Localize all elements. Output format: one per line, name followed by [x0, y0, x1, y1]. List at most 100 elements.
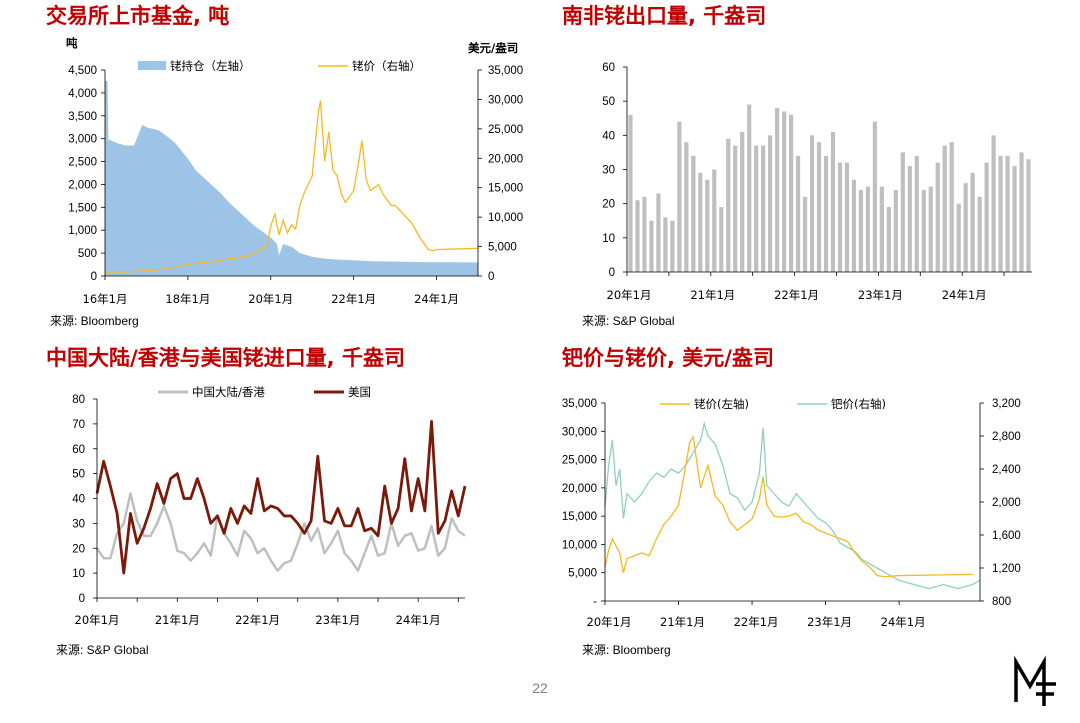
x-tick-label: 22年1月 [235, 613, 280, 627]
export-bar [628, 114, 633, 272]
legend-label-holdings: 铑持仓（左轴） [170, 59, 251, 73]
export-bar [635, 200, 640, 272]
x-tick-label: 22年1月 [331, 292, 376, 306]
y-tick-label: 50 [72, 469, 85, 481]
x-tick-label: 21年1月 [155, 613, 200, 627]
x-tick-label: 22年1月 [734, 615, 779, 629]
x-tick-label: 23年1月 [858, 288, 903, 302]
x-tick-label: 21年1月 [660, 615, 705, 629]
export-bar [642, 196, 647, 272]
x-tick-label: 24年1月 [942, 288, 987, 302]
x-tick-label: 16年1月 [83, 292, 128, 306]
y-tick-label: 60 [602, 62, 615, 74]
x-tick-label: 24年1月 [881, 615, 926, 629]
y-right-tick-label: 20,000 [488, 153, 523, 165]
y-tick-label: 10 [602, 233, 615, 245]
legend-label-price: 铑价（右轴） [352, 59, 421, 73]
y-left-tick-label: 5,000 [568, 568, 597, 580]
export-bar [823, 155, 829, 272]
y-left-tick-label: 500 [78, 248, 97, 260]
y-right-tick-label: 3,200 [992, 398, 1021, 410]
export-bar [984, 162, 989, 272]
export-bar [656, 193, 661, 272]
export-bar [991, 135, 996, 272]
legend-label-us: 美国 [348, 385, 371, 399]
y-right-tick-label: 1,600 [992, 530, 1021, 542]
y-left-tick-label: 3,500 [68, 111, 97, 123]
export-bar [886, 207, 891, 272]
export-bar [809, 135, 815, 272]
y-tick-label: 50 [602, 96, 615, 108]
y-right-tick-label: 800 [992, 596, 1011, 608]
export-bar [921, 190, 926, 272]
y-left-tick-label: 4,000 [68, 88, 97, 100]
export-bar [816, 142, 822, 272]
export-bar [956, 203, 961, 272]
export-bar [775, 108, 780, 272]
export-bar [768, 135, 773, 272]
y-tick-label: 20 [72, 543, 85, 555]
chart1-title: 交易所上市基金, 吨 [46, 4, 230, 28]
y-left-tick-label: 10,000 [562, 539, 597, 551]
y-tick-label: 30 [72, 518, 85, 530]
export-bar [830, 131, 836, 272]
x-tick-label: 22年1月 [774, 288, 819, 302]
export-bar [837, 162, 843, 272]
chart3-title: 中国大陆/香港与美国铑进口量, 千盎司 [46, 346, 405, 370]
y-tick-label: 40 [602, 130, 615, 142]
export-bar [1019, 152, 1024, 272]
chart4-title: 钯价与铑价, 美元/盎司 [562, 346, 774, 370]
pd-price-line [604, 421, 981, 590]
x-tick-label: 20年1月 [587, 615, 632, 629]
y-right-tick-label: 10,000 [488, 212, 523, 224]
export-bar [893, 190, 898, 272]
chart2-title: 南非铑出口量, 千盎司 [562, 4, 767, 28]
page-number: 22 [532, 680, 548, 696]
export-bar [670, 220, 675, 272]
y-tick-label: 0 [79, 593, 85, 605]
y-tick-label: 70 [72, 419, 85, 431]
y-left-tick-label: 15,000 [562, 511, 597, 523]
y-left-tick-label: 2,000 [68, 179, 97, 191]
chart2-source: 来源: S&P Global [582, 314, 675, 328]
y-right-tick-label: 2,400 [992, 464, 1021, 476]
y-left-tick-label: 3,000 [68, 134, 97, 146]
export-bar [698, 172, 703, 272]
export-bar [677, 121, 682, 273]
mf-logo-icon [1014, 655, 1056, 706]
export-bar [691, 155, 696, 272]
export-bar [789, 114, 794, 272]
export-bar [970, 172, 975, 272]
export-bar [907, 166, 912, 272]
y-left-tick-label: 1,500 [68, 202, 97, 214]
export-bar [872, 121, 877, 273]
export-bar [935, 162, 940, 272]
rh-price-line [604, 435, 973, 578]
legend-label-rh: 铑价(左轴) [694, 397, 749, 411]
x-tick-label: 20年1月 [248, 292, 293, 306]
export-bar [802, 196, 808, 272]
y-right-tick-label: 15,000 [488, 183, 523, 195]
export-bar [963, 183, 968, 272]
holdings-area [105, 80, 478, 276]
export-bar [795, 155, 801, 272]
export-bar [879, 186, 884, 272]
chart4-source: 来源: Bloomberg [582, 643, 671, 657]
export-bar [1026, 159, 1031, 272]
y-tick-label: 20 [602, 199, 615, 211]
y-right-unit: 美元/盎司 [468, 41, 518, 55]
x-tick-label: 23年1月 [807, 615, 852, 629]
export-bar [1012, 166, 1017, 272]
export-bar [649, 220, 654, 272]
y-left-tick-label: - [593, 596, 597, 608]
y-right-tick-label: 35,000 [488, 65, 523, 77]
x-tick-label: 18年1月 [165, 292, 210, 306]
export-bar [977, 196, 982, 272]
export-bar [844, 162, 850, 272]
export-bar [761, 145, 766, 272]
export-bar [719, 207, 724, 272]
